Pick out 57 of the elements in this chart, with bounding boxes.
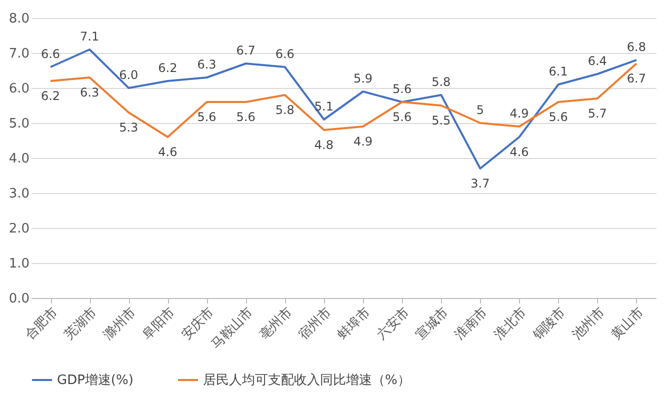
x-tick-label: 宿州市 xyxy=(295,304,334,343)
data-label: 6.7 xyxy=(626,72,646,86)
x-tick-label: 宣城市 xyxy=(412,304,452,343)
legend-label: 居民人均可支配收入同比增速（%） xyxy=(203,373,410,388)
data-label: 5.6 xyxy=(197,110,216,124)
data-label: 6.2 xyxy=(40,89,60,103)
data-label: 6.8 xyxy=(626,40,646,54)
data-label: 6.1 xyxy=(548,64,568,78)
data-label: 6.3 xyxy=(197,58,216,72)
x-tick-label: 池州市 xyxy=(570,304,608,343)
x-tick-label: 黄山市 xyxy=(608,304,647,343)
data-label: 5.3 xyxy=(119,120,138,134)
data-label: 6.0 xyxy=(119,68,138,82)
data-label: 4.9 xyxy=(353,134,373,148)
data-label: 6.6 xyxy=(275,47,294,61)
y-tick-label: 0.0 xyxy=(8,292,30,306)
x-tick-label: 六安市 xyxy=(374,304,412,343)
data-label: 5.6 xyxy=(548,110,568,124)
y-tick-label: 2.0 xyxy=(8,222,30,236)
y-tick-label: 7.0 xyxy=(8,46,30,62)
y-tick-label: 4.0 xyxy=(8,152,30,166)
x-tick-label: 阜阳市 xyxy=(140,304,178,343)
data-label: 6.3 xyxy=(80,86,100,100)
data-label: 6.4 xyxy=(588,54,607,68)
data-label: 6.7 xyxy=(236,44,256,58)
x-tick-label: 淮南市 xyxy=(452,304,491,343)
data-label: 4.8 xyxy=(314,138,334,152)
x-tick-label: 合肥市 xyxy=(22,304,61,343)
data-label: 5.6 xyxy=(392,110,412,124)
data-label: 5 xyxy=(476,103,484,117)
data-label: 5.6 xyxy=(236,110,256,124)
data-label: 6.6 xyxy=(40,47,60,61)
y-tick-label: 8.0 xyxy=(8,12,30,26)
data-label: 5.1 xyxy=(314,100,334,114)
data-label: 4.6 xyxy=(158,145,178,159)
x-tick-label: 淮北市 xyxy=(491,304,530,343)
y-tick-label: 6.0 xyxy=(8,82,30,96)
x-tick-label: 亳州市 xyxy=(256,304,296,343)
x-tick-label: 芜湖市 xyxy=(62,304,100,343)
data-label: 4.6 xyxy=(510,145,529,159)
y-tick-label: 3.0 xyxy=(8,186,30,202)
data-label: 5.8 xyxy=(275,103,294,117)
data-label: 5.9 xyxy=(353,72,373,86)
y-tick-label: 5.0 xyxy=(8,116,30,132)
y-tick-label: 1.0 xyxy=(8,256,30,272)
data-label: 5.8 xyxy=(432,75,451,89)
x-tick-label: 铜陵市 xyxy=(530,304,569,344)
data-label: 5.7 xyxy=(588,106,607,120)
data-label: 5.5 xyxy=(432,114,451,128)
data-label: 3.7 xyxy=(470,176,490,190)
data-label: 7.1 xyxy=(80,30,100,44)
data-label: 4.9 xyxy=(510,106,529,120)
legend-label: GDP增速(%) xyxy=(57,373,134,388)
x-tick-label: 蚌埠市 xyxy=(335,304,374,343)
data-label: 6.2 xyxy=(158,61,178,75)
x-tick-label: 滁州市 xyxy=(100,304,140,343)
data-label: 5.6 xyxy=(392,82,412,96)
